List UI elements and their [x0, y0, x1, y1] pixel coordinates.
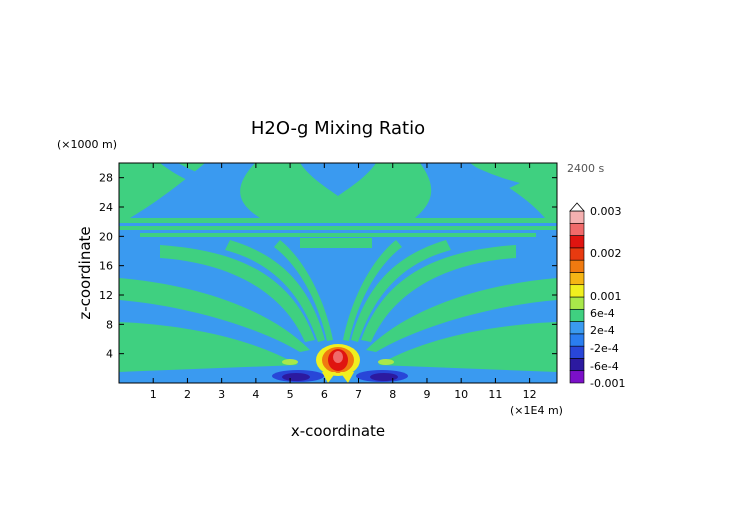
- x-tick-label: 7: [355, 388, 362, 401]
- colorbar-segment: [569, 333, 585, 347]
- colorbar-segment: [569, 358, 585, 372]
- colorbar-segment: [569, 210, 585, 224]
- colorbar-label: -0.001: [590, 377, 625, 390]
- contour-band: [274, 240, 333, 341]
- x-tick-label: 4: [252, 388, 259, 401]
- plot-frame: [118, 162, 558, 384]
- colorbar-label: 2e-4: [590, 324, 615, 337]
- y-tick-label: 24: [99, 201, 113, 214]
- contour-field: [119, 163, 557, 383]
- chart-title: H2O-g Mixing Ratio: [251, 118, 425, 139]
- colorbar-segment: [569, 321, 585, 335]
- y-tick-label: 8: [106, 318, 113, 331]
- colorbar-segment: [569, 259, 585, 273]
- contour-band: [300, 163, 376, 196]
- x-axis-label: x-coordinate: [291, 422, 385, 440]
- plume-core: [322, 372, 336, 383]
- x-tick-label: 2: [184, 388, 191, 401]
- x-unit-label: (×1E4 m): [510, 404, 563, 417]
- contour-band: [450, 163, 520, 190]
- contour-band: [119, 278, 310, 352]
- x-tick-label: 6: [321, 388, 328, 401]
- contour-band: [300, 238, 372, 248]
- colorbar-label: 0.002: [590, 247, 622, 260]
- y-tick-label: 4: [106, 348, 113, 361]
- colorbar-segment: [569, 370, 585, 384]
- contour-band: [378, 322, 557, 372]
- contour-band: [140, 233, 536, 237]
- colorbar-segment: [569, 308, 585, 322]
- colorbar-label: 6e-4: [590, 307, 615, 320]
- x-tick-label: 12: [523, 388, 537, 401]
- plume-core: [340, 372, 354, 383]
- colorbar-label: 0.001: [590, 290, 622, 303]
- contour-band: [361, 245, 516, 342]
- colorbar-segment: [569, 272, 585, 286]
- x-tick-label: 9: [423, 388, 430, 401]
- colorbar: 0.003 0.002 0.001 6e-4 2e-4 -2e-4 -6e-4 -0.001: [569, 202, 625, 390]
- contour-band: [119, 322, 298, 372]
- x-tick-label: 5: [287, 388, 294, 401]
- contour-band: [366, 278, 557, 352]
- y-tick-label: 28: [99, 172, 113, 185]
- contour-band: [160, 163, 230, 190]
- contour-band: [378, 359, 394, 365]
- colorbar-extend-arrow: [569, 202, 585, 212]
- colorbar-segment: [569, 247, 585, 261]
- x-tick-label: 10: [454, 388, 468, 401]
- y-unit-label: (×1000 m): [57, 138, 117, 151]
- colorbar-label: -6e-4: [590, 360, 619, 373]
- colorbar-label: -2e-4: [590, 342, 619, 355]
- negative-lobe: [282, 373, 310, 381]
- x-tick-label: 3: [218, 388, 225, 401]
- contour-band: [343, 240, 402, 341]
- y-axis-label: z-coordinate: [76, 226, 94, 319]
- colorbar-segment: [569, 235, 585, 249]
- colorbar-label: 0.003: [590, 205, 622, 218]
- contour-band: [119, 218, 557, 223]
- contour-band: [225, 240, 325, 342]
- x-tick-label: 1: [150, 388, 157, 401]
- y-tick-label: 12: [99, 289, 113, 302]
- time-label: 2400 s: [567, 162, 604, 175]
- y-tick-label: 20: [99, 230, 113, 243]
- negative-lobe: [370, 373, 398, 381]
- colorbar-segment: [569, 222, 585, 236]
- plume-core: [333, 351, 343, 363]
- x-tick-label: 11: [488, 388, 502, 401]
- contour-band: [351, 240, 451, 342]
- x-tick-label: 8: [389, 388, 396, 401]
- y-tick-label: 16: [99, 260, 113, 273]
- contour-band: [160, 245, 315, 342]
- colorbar-segment: [569, 296, 585, 310]
- contour-band: [119, 226, 557, 230]
- colorbar-segment: [569, 284, 585, 298]
- colorbar-segment: [569, 345, 585, 359]
- contour-band: [282, 359, 298, 365]
